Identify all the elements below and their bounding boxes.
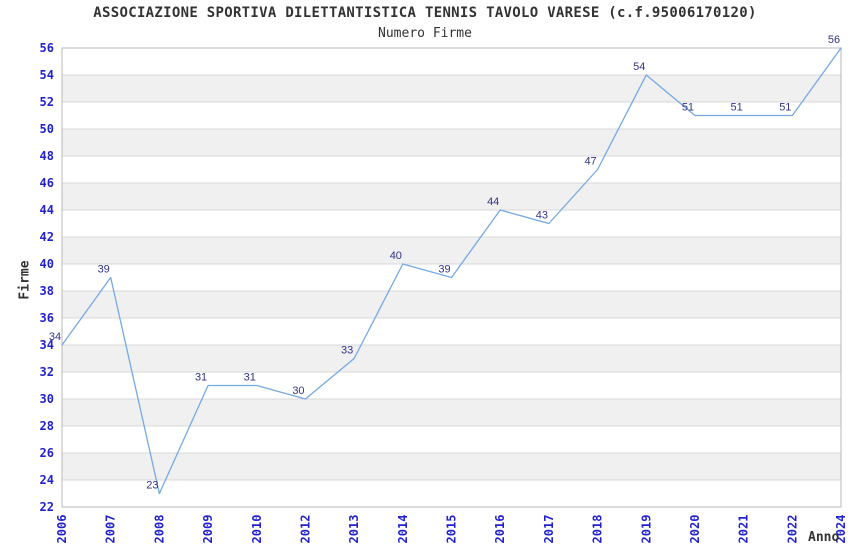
point-value-label: 40 [390,250,402,262]
point-value-label: 56 [828,34,840,46]
x-tick-label: 2007 [104,515,118,544]
x-tick-label: 2015 [445,515,459,544]
band-shade [62,453,841,480]
x-tick-label: 2010 [250,515,264,544]
y-tick-label: 32 [40,365,54,379]
band-shade [62,399,841,426]
data-line [61,47,842,495]
x-tick-label: 2012 [298,515,312,544]
point-value-label: 39 [98,264,110,276]
x-tick-label: 2017 [542,515,556,544]
point-value-label: 39 [438,264,450,276]
band-shade [62,345,841,372]
y-tick-label: 24 [40,473,54,487]
x-tick-label: 2008 [152,515,166,544]
y-tick-label: 42 [40,230,54,244]
band-shade [62,183,841,210]
y-tick-label: 28 [40,419,54,433]
band-shade [62,237,841,264]
x-tick-label: 2013 [347,515,361,544]
y-tick-label: 30 [40,392,54,406]
point-value-label: 47 [584,156,596,168]
point-value-label: 43 [536,210,548,222]
y-tick-label: 36 [40,311,54,325]
x-tick-label: 2016 [493,515,507,544]
point-value-label: 33 [341,345,353,357]
point-value-label: 51 [779,102,791,114]
y-tick-label: 54 [40,68,54,82]
chart-title: ASSOCIAZIONE SPORTIVA DILETTANTISTICA TE… [93,5,757,21]
band-shade [62,291,841,318]
y-tick-label: 38 [40,284,54,298]
y-tick-label: 52 [40,95,54,109]
x-tick-label: 2014 [396,515,410,544]
point-value-label: 31 [244,372,256,384]
point-value-label: 51 [682,102,694,114]
point-value-label: 23 [146,480,158,492]
point-value-label: 34 [49,331,61,343]
point-value-label: 44 [487,196,499,208]
x-tick-label: 2022 [785,515,799,544]
x-tick-label: 2009 [201,515,215,544]
point-value-label: 30 [292,385,304,397]
band-shade [62,75,841,102]
y-tick-label: 44 [40,203,54,217]
y-tick-label: 46 [40,176,54,190]
x-tick-label: 2019 [639,515,653,544]
y-tick-label: 26 [40,446,54,460]
y-tick-label: 22 [40,500,54,514]
band-shade [62,129,841,156]
y-tick-label: 40 [40,257,54,271]
y-tick-label: 34 [40,338,54,352]
y-tick-label: 50 [40,122,54,136]
x-axis-title: Anno [808,530,840,545]
y-tick-label: 56 [40,41,54,55]
y-tick-label: 48 [40,149,54,163]
x-tick-label: 2018 [591,515,605,544]
plot-border [61,47,842,508]
point-value-label: 54 [633,61,645,73]
point-value-label: 31 [195,372,207,384]
x-tick-label: 2020 [688,515,702,544]
chart-subtitle: Numero Firme [378,26,472,41]
x-tick-label: 2024 [834,515,848,544]
point-value-label: 51 [731,102,743,114]
x-tick-label: 2006 [55,515,69,544]
x-tick-label: 2021 [737,515,751,544]
